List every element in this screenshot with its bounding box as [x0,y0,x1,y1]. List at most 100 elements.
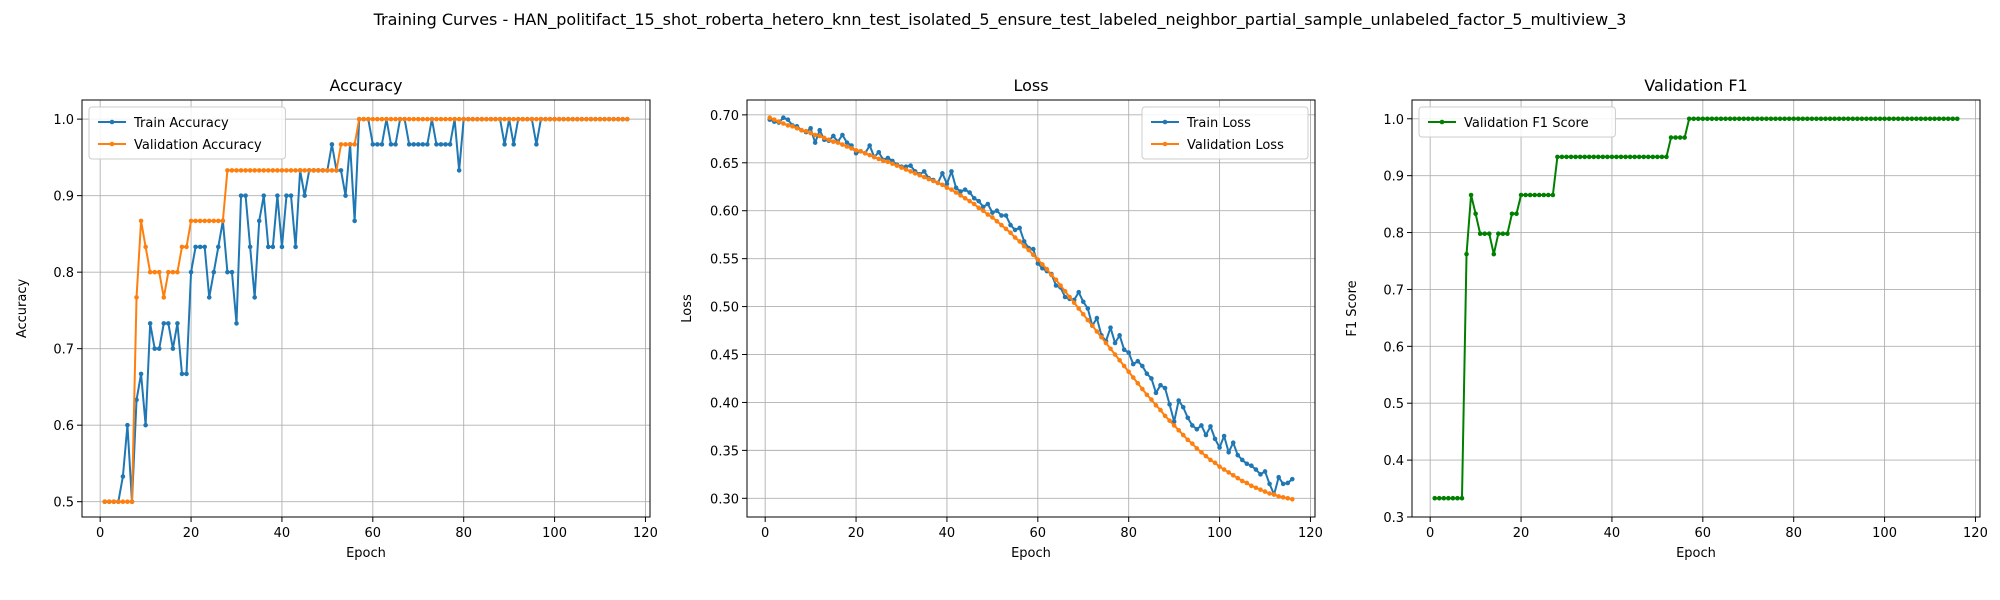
data-point [976,205,982,211]
data-point [1062,294,1068,300]
data-point [1140,386,1145,392]
data-point [1117,333,1122,338]
data-point [1280,481,1286,487]
data-point [1003,213,1009,218]
x-tick-label: 0 [1426,526,1434,541]
data-point [1905,116,1910,122]
data-point [338,142,344,147]
data-point [434,142,439,147]
data-point [202,218,207,224]
legend-label: Validation Loss [1187,138,1284,153]
data-point [1559,154,1565,160]
data-point [1795,116,1801,122]
data-point [1108,346,1113,352]
data-point [1541,192,1547,198]
x-tick-label: 80 [1120,526,1137,541]
data-point [170,346,176,351]
data-point [1280,495,1286,500]
data-point [1891,116,1896,122]
legend-marker [109,119,115,125]
data-point [425,142,430,147]
data-point [206,218,212,224]
legend-item: Validation F1 Score [1428,116,1589,131]
data-point [1021,239,1027,244]
data-point [790,124,795,129]
data-point [488,116,494,122]
data-point [166,321,171,326]
data-point [1655,154,1660,160]
data-point [1605,154,1610,160]
legend-marker [109,141,115,147]
data-point [962,187,968,192]
data-point [908,169,913,174]
data-point [484,116,489,122]
data-point [193,244,198,250]
data-point [388,142,394,147]
data-point [1941,116,1946,122]
data-point [197,218,203,224]
data-point [525,116,530,122]
data-point [1199,423,1204,428]
data-point [1289,476,1295,482]
data-point [1276,494,1281,499]
data-point [917,172,922,178]
data-point [402,116,407,122]
data-point [1158,382,1163,388]
data-point [817,133,822,139]
data-point [1464,251,1469,257]
data-point [1003,226,1009,232]
data-point [1012,227,1018,233]
data-point [579,116,585,122]
data-point [867,152,872,158]
x-tick-label: 60 [365,526,382,541]
legend-box [1418,106,1616,138]
data-point [921,174,927,180]
data-point [781,115,786,121]
data-point [1914,116,1919,122]
x-tick-label: 40 [939,526,956,541]
data-point [935,180,941,186]
data-point [279,168,285,173]
data-point [835,140,841,145]
y-tick-label: 0.7 [53,343,74,358]
data-point [931,178,936,184]
data-point [238,168,244,173]
data-point [1468,192,1474,198]
data-point [1226,470,1231,475]
data-point [1271,492,1277,497]
data-point [502,142,507,147]
data-point [229,269,235,275]
x-tick-label: 120 [1298,526,1323,541]
y-tick-label: 0.40 [710,396,739,411]
y-tick-label: 0.5 [1383,397,1404,412]
data-point [266,244,271,250]
data-point [1477,231,1483,236]
data-point [1532,192,1537,198]
data-point [1750,116,1756,122]
data-point [1112,340,1118,346]
data-point [406,116,412,122]
data-point [1285,496,1291,501]
data-point [899,165,904,170]
data-point [143,244,148,250]
data-point [1505,231,1510,236]
data-point [197,244,203,250]
legend-item: Validation Loss [1151,138,1284,153]
data-point [1049,272,1054,278]
legend-item: Train Accuracy [98,116,229,131]
y-tick-label: 0.9 [1383,170,1404,185]
data-point [1249,483,1254,489]
data-point [325,168,330,173]
data-point [1208,457,1213,463]
data-point [1267,481,1272,487]
data-point [1167,402,1172,407]
data-point [1555,154,1560,160]
data-point [352,142,357,147]
data-point [1645,154,1651,160]
data-point [940,182,945,188]
data-point [547,116,553,122]
data-point [234,321,239,326]
data-point [1149,397,1154,402]
data-point [776,119,782,124]
data-point [511,142,516,147]
